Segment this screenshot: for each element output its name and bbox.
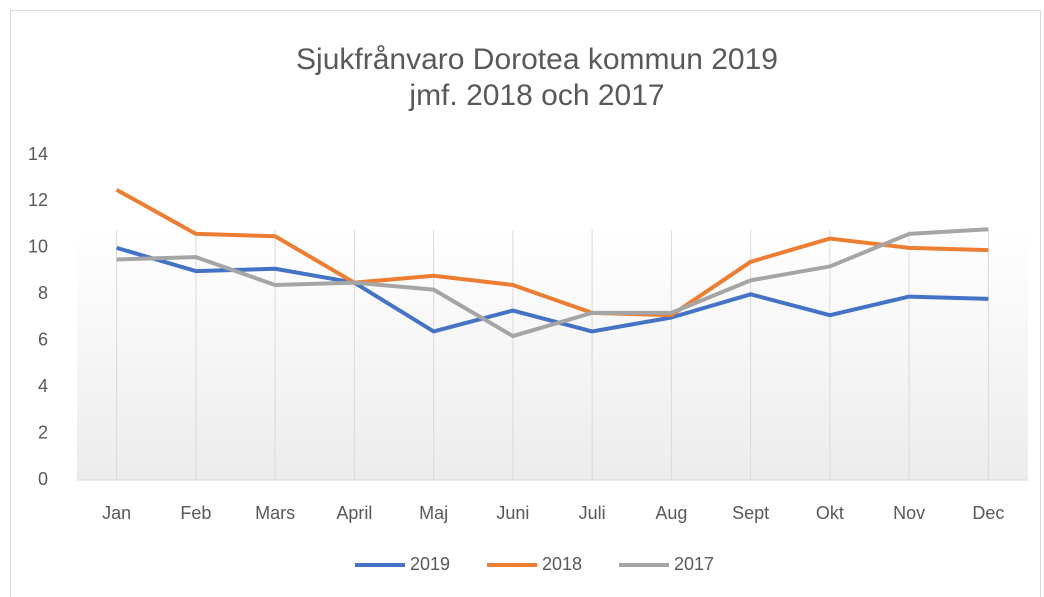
data-line [116, 227, 989, 339]
data-line [116, 245, 989, 334]
x-tick-label: Maj [419, 503, 448, 523]
legend-label: 2018 [542, 554, 582, 574]
y-tick-label: 4 [38, 376, 48, 396]
x-tick-label: Juni [496, 503, 529, 523]
y-tick-label: 12 [28, 190, 48, 210]
x-tick-label: Juli [579, 503, 606, 523]
data-line [115, 188, 989, 318]
legend-label: 2017 [674, 554, 714, 574]
x-tick-label: Mars [255, 503, 295, 523]
y-tick-label: 0 [38, 469, 48, 489]
x-tick-label: Okt [816, 503, 844, 523]
x-tick-label: Nov [893, 503, 925, 523]
legend-label: 2019 [410, 554, 450, 574]
y-tick-label: 2 [38, 422, 48, 442]
chart-border [10, 10, 1041, 597]
y-tick-label: 14 [28, 144, 48, 164]
x-tick-label: Aug [655, 503, 687, 523]
x-tick-label: Feb [180, 503, 211, 523]
x-tick-label: Jan [102, 503, 131, 523]
y-tick-label: 8 [38, 283, 48, 303]
y-tick-label: 10 [28, 237, 48, 257]
chart-title: Sjukfrånvaro Dorotea kommun 2019 jmf. 20… [296, 43, 778, 112]
y-tick-label: 6 [38, 329, 48, 349]
x-tick-label: April [336, 503, 372, 523]
x-tick-label: Dec [972, 503, 1004, 523]
x-tick-label: Sept [732, 503, 769, 523]
